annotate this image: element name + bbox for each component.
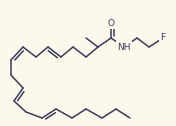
Text: NH: NH [117, 42, 131, 52]
Text: O: O [108, 19, 115, 27]
Text: F: F [161, 34, 166, 42]
